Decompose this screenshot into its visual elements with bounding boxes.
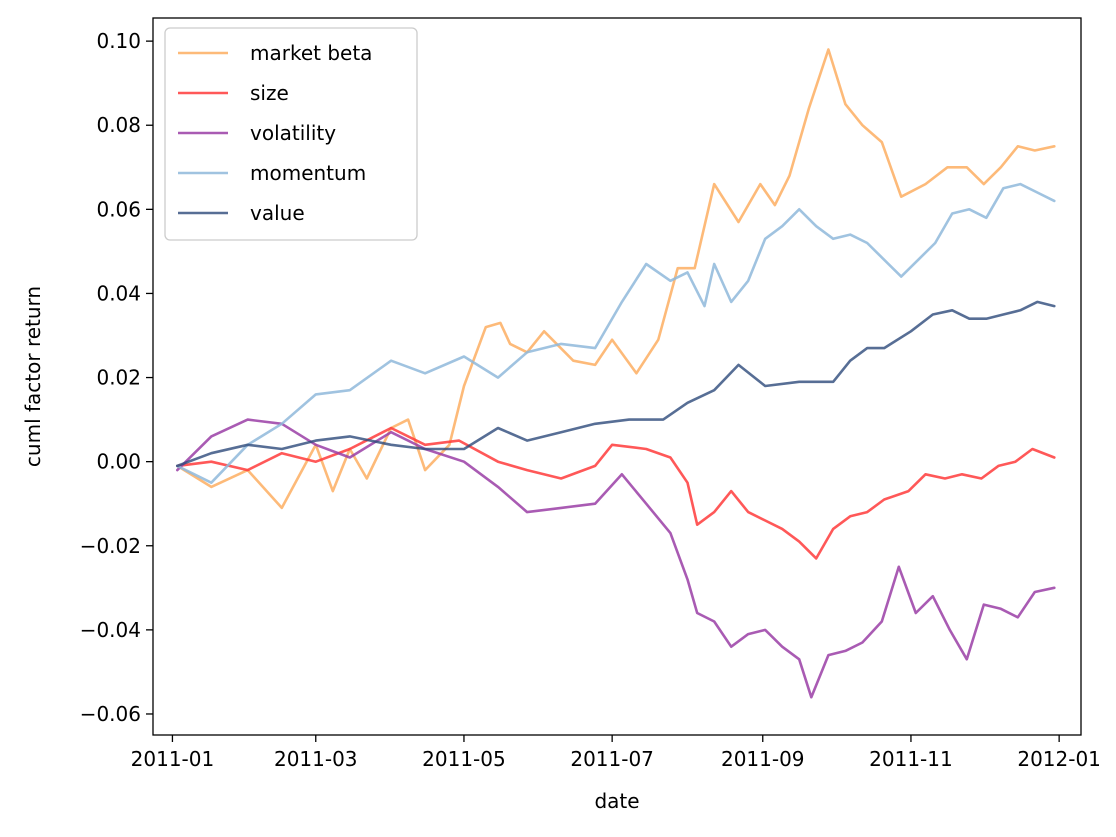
legend-label: momentum [250, 161, 366, 185]
series-line-momentum [176, 182, 1056, 484]
y-tick-label: −0.04 [80, 618, 141, 642]
legend-label: market beta [250, 41, 372, 65]
legend-label: volatility [250, 121, 336, 145]
y-axis-ticks: −0.06 −0.04 −0.02 0.00 0.02 0.04 0.06 0.08 0.10 [80, 29, 153, 726]
x-tick-label: 2011-11 [869, 747, 953, 771]
x-tick-label: 2011-05 [422, 747, 506, 771]
series-line-size [176, 426, 1056, 560]
y-tick-label: 0.00 [96, 450, 141, 474]
y-tick-label: 0.06 [96, 197, 141, 221]
series-line-volatility [176, 418, 1056, 699]
series-line-market-beta [176, 48, 1056, 510]
x-axis-title: date [594, 789, 639, 813]
y-tick-label: 0.02 [96, 366, 141, 390]
y-tick-label: 0.04 [96, 281, 141, 305]
y-axis-title: cuml factor return [21, 286, 45, 467]
y-tick-label: −0.02 [80, 534, 141, 558]
y-tick-label: 0.10 [96, 29, 141, 53]
y-tick-label: 0.08 [96, 113, 141, 137]
x-tick-label: 2011-07 [570, 747, 654, 771]
x-tick-label: 2011-03 [274, 747, 358, 771]
series-line-value [176, 300, 1056, 468]
legend-label: size [250, 81, 289, 105]
axes-frame [152, 17, 1082, 736]
x-tick-label: 2011-09 [721, 747, 805, 771]
y-tick-label: −0.06 [80, 702, 141, 726]
x-tick-label: 2011-01 [131, 747, 215, 771]
legend: market beta size volatility momentum value [164, 27, 418, 241]
x-tick-label: 2012-01 [1017, 747, 1101, 771]
legend-box [164, 27, 418, 241]
legend-label: value [250, 201, 305, 225]
x-axis-ticks: 2011-01 2011-03 2011-05 2011-07 2011-09 2011-… [131, 735, 1101, 771]
